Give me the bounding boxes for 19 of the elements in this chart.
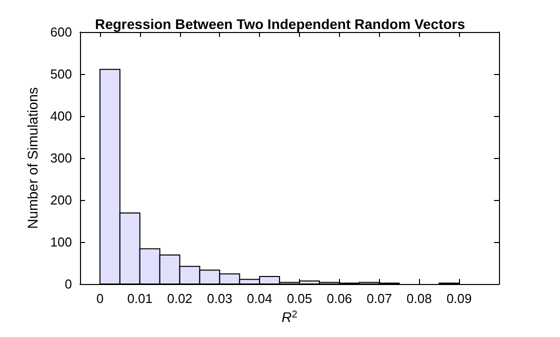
x-tick-label: 0.01	[127, 291, 153, 306]
x-tick-label: 0.05	[286, 291, 312, 306]
y-tick-label: 500	[50, 66, 72, 82]
y-tick-label: 600	[50, 24, 72, 40]
x-tick-label: 0.06	[326, 291, 352, 306]
y-tick-label: 200	[50, 192, 72, 208]
y-tick-label: 400	[50, 108, 72, 124]
x-tick-label: 0.09	[446, 291, 472, 306]
x-tick-label: 0.03	[207, 291, 232, 306]
x-tick-label: 0.04	[246, 291, 272, 306]
y-tick-label: 0	[64, 276, 72, 292]
chart-title: Regression Between Two Independent Random Vectors	[94, 16, 466, 32]
y-axis-title: Number of Simulations	[24, 87, 40, 229]
x-tick-label: 0.07	[366, 291, 392, 306]
x-tick-label: 0	[96, 291, 104, 306]
y-tick-label: 300	[50, 150, 72, 166]
x-tick-label: 0.02	[167, 291, 192, 306]
x-tick-label: 0.08	[406, 291, 432, 306]
y-tick-label: 100	[50, 234, 72, 250]
